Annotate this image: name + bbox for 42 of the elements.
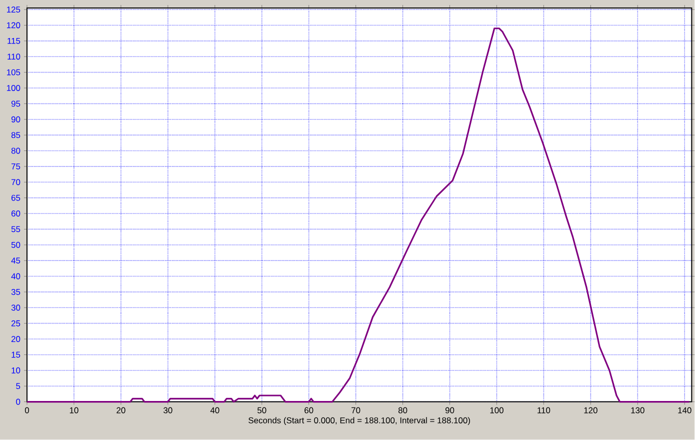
y-tick-label: 50 xyxy=(11,242,20,248)
y-tick-label: 20 xyxy=(11,336,20,342)
y-tick-label: 5 xyxy=(16,383,20,390)
x-tick-label: 90 xyxy=(445,407,454,414)
y-tick-label: 10 xyxy=(12,368,20,374)
x-tick-label: 40 xyxy=(210,407,220,414)
x-tick-label: 0 xyxy=(24,407,30,414)
y-tick-label: 75 xyxy=(12,164,20,170)
y-tick-label: 80 xyxy=(11,148,20,154)
x-tick-label: 130 xyxy=(631,407,644,414)
y-tick-label: 70 xyxy=(12,179,20,186)
y-tick-label: 95 xyxy=(11,100,20,107)
y-tick-label: 100 xyxy=(6,85,20,92)
x-axis-title: Seconds (Start = 0.000, End = 188.100, Interval = 188.100) xyxy=(248,417,470,426)
y-tick-label: 60 xyxy=(12,210,20,217)
y-tick-label: 45 xyxy=(11,258,20,264)
y-tick-label: 0 xyxy=(16,398,20,405)
x-tick-label: 120 xyxy=(584,407,598,414)
y-tick-label: 120 xyxy=(6,22,20,28)
y-tick-label: 105 xyxy=(6,69,20,76)
x-tick-label: 50 xyxy=(257,407,266,414)
x-tick-label: 80 xyxy=(398,407,408,414)
y-tick-label: 30 xyxy=(11,304,20,311)
x-tick-label: 70 xyxy=(352,407,360,414)
x-tick-label: 100 xyxy=(490,407,504,414)
y-tick-label: 15 xyxy=(12,352,20,358)
y-tick-label: 110 xyxy=(8,54,20,60)
y-tick-label: 65 xyxy=(12,194,20,201)
x-tick-label: 110 xyxy=(538,407,550,414)
x-tick-label: 20 xyxy=(116,407,126,414)
x-tick-label: 10 xyxy=(70,407,78,414)
y-tick-label: 55 xyxy=(11,226,20,232)
x-tick-label: 60 xyxy=(304,407,314,414)
y-tick-label: 115 xyxy=(8,38,20,44)
y-tick-label: 125 xyxy=(6,6,20,13)
x-tick-label: 140 xyxy=(678,407,692,414)
y-tick-label: 40 xyxy=(11,273,20,280)
x-tick-label: 30 xyxy=(164,407,172,414)
y-tick-label: 35 xyxy=(11,289,20,296)
y-tick-label: 90 xyxy=(11,116,20,122)
y-tick-label: 25 xyxy=(11,320,20,326)
y-tick-label: 85 xyxy=(11,132,20,138)
